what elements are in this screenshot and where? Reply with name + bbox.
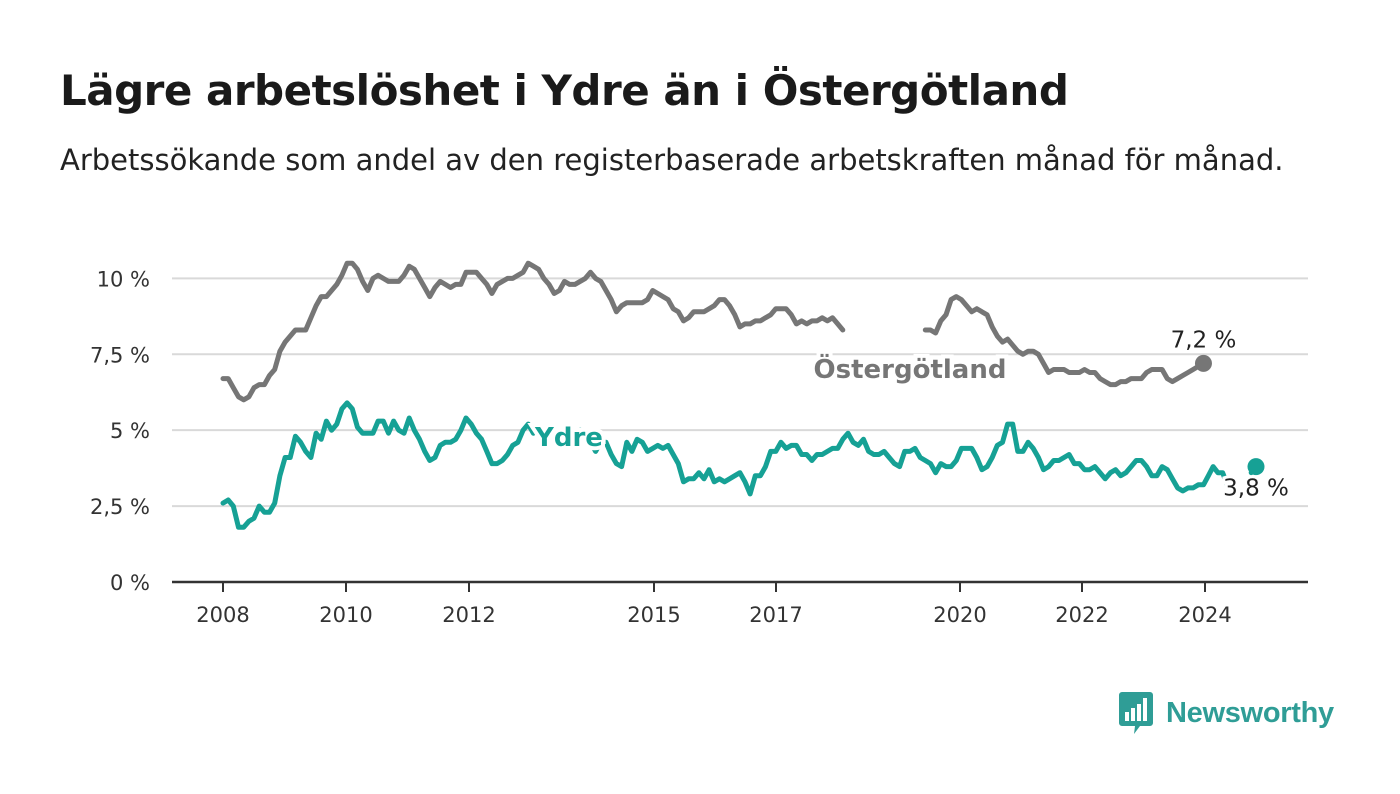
newsworthy-logo: Newsworthy bbox=[1118, 690, 1334, 736]
end-value-label: 3,8 % bbox=[1223, 476, 1289, 502]
x-tick-label: 2010 bbox=[319, 603, 372, 627]
newsworthy-bar-chart-icon bbox=[1119, 692, 1153, 734]
x-tick-label: 2015 bbox=[627, 603, 680, 627]
y-tick-label: 5 % bbox=[110, 419, 150, 443]
series-line-ostergotland bbox=[220, 260, 1206, 403]
x-axis: 2008 2010 2012 2015 2017 2020 2022 2024 bbox=[172, 580, 1308, 627]
end-point-marker bbox=[1247, 458, 1265, 476]
x-tick-label: 2022 bbox=[1055, 603, 1108, 627]
brand-name: Newsworthy bbox=[1166, 696, 1334, 729]
x-tick-label: 2020 bbox=[933, 603, 986, 627]
series-line-ydre bbox=[220, 400, 1259, 530]
x-tick-label: 2017 bbox=[749, 603, 802, 627]
chart-subtitle: Arbetssökande som andel av den registerb… bbox=[60, 143, 1284, 177]
y-tick-label: 10 % bbox=[97, 267, 150, 291]
chart-title: Lägre arbetslöshet i Ydre än i Östergötl… bbox=[60, 66, 1069, 115]
end-point-marker bbox=[1194, 354, 1212, 372]
y-axis-ticks: 0 % 2,5 % 5 % 7,5 % 10 % bbox=[90, 267, 150, 595]
series-lines bbox=[220, 260, 1265, 530]
series-name-label: Ydre bbox=[534, 423, 603, 453]
x-tick-label: 2008 bbox=[196, 603, 249, 627]
x-tick-label: 2012 bbox=[442, 603, 495, 627]
y-tick-label: 0 % bbox=[110, 571, 150, 595]
x-tick-label: 2024 bbox=[1178, 603, 1231, 627]
series-name-label: Östergötland bbox=[814, 352, 1007, 385]
series-labels: 7,2 % Östergötland 3,8 % Ydre bbox=[530, 324, 1292, 504]
end-value-label: 7,2 % bbox=[1171, 327, 1237, 353]
y-tick-label: 2,5 % bbox=[90, 495, 150, 519]
y-tick-label: 7,5 % bbox=[90, 343, 150, 367]
